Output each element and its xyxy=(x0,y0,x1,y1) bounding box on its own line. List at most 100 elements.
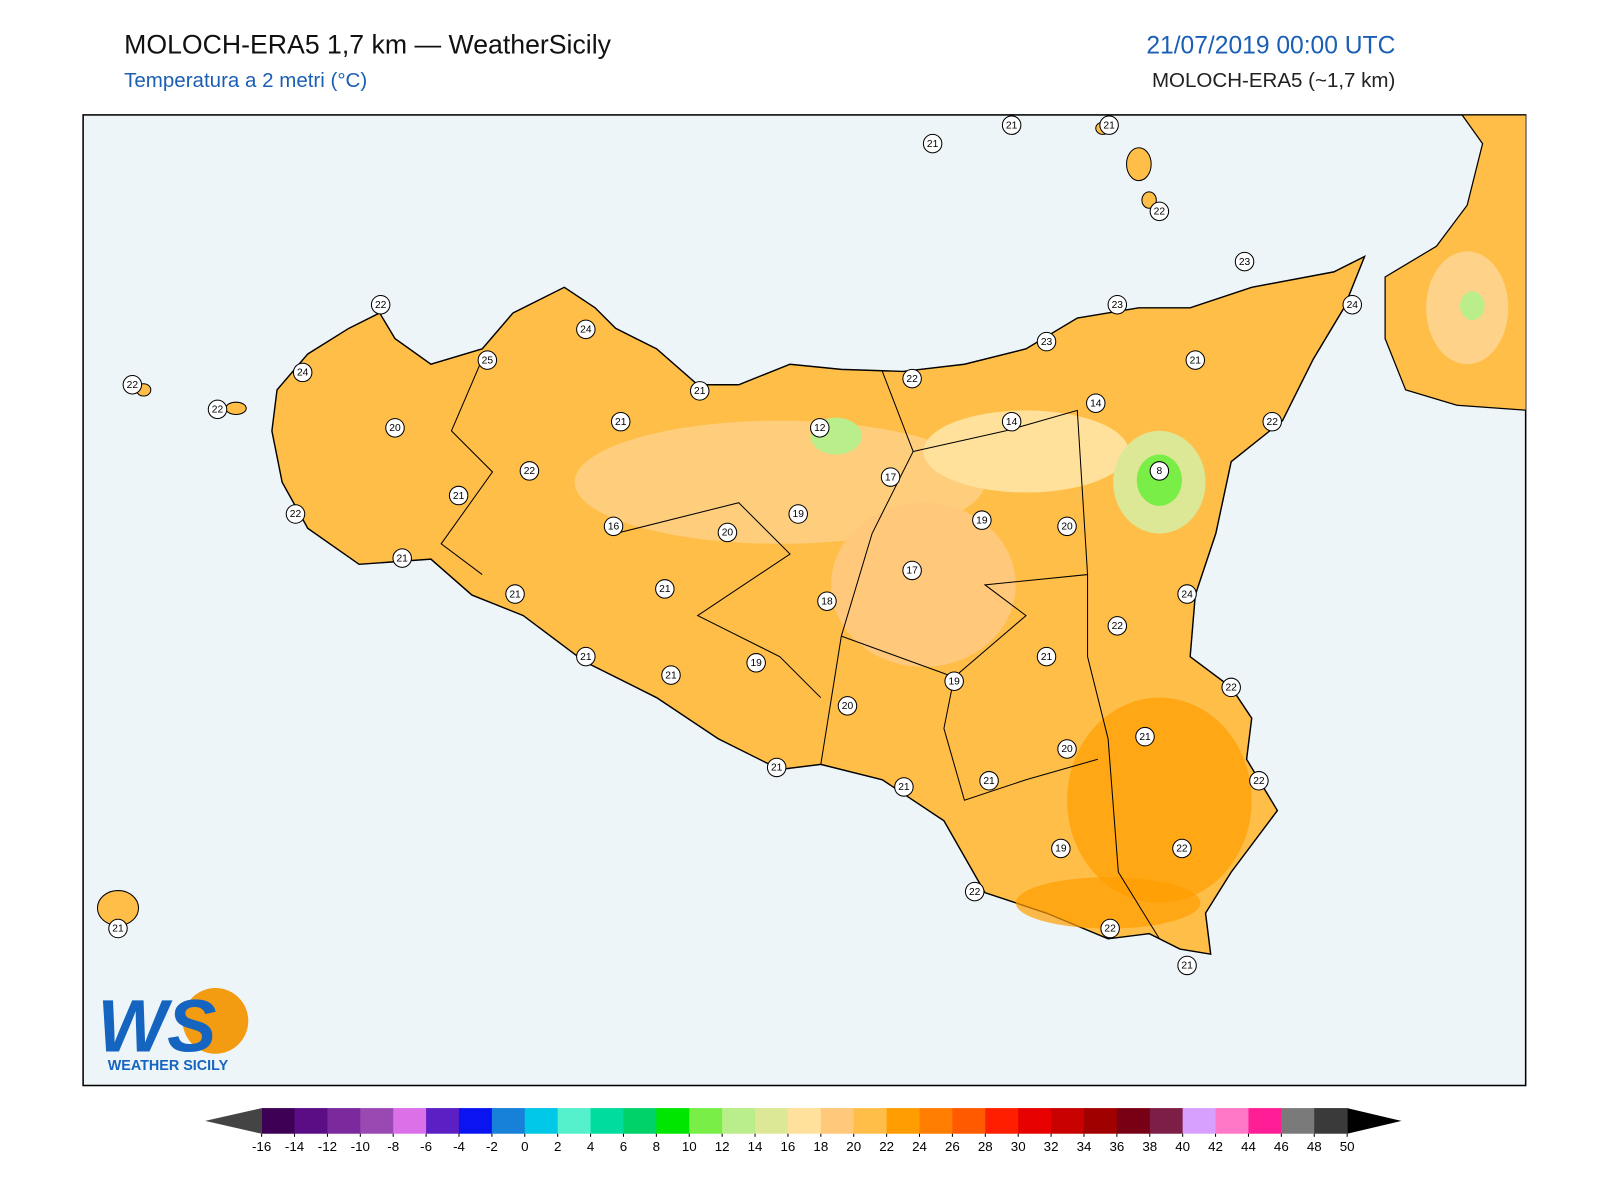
logo-sun xyxy=(182,988,249,1054)
station-marker xyxy=(603,516,624,537)
colorbar-segment xyxy=(426,1108,460,1134)
station-marker xyxy=(810,418,830,438)
colorbar-segment xyxy=(952,1108,986,1134)
station-marker xyxy=(285,504,306,524)
station-marker xyxy=(1036,646,1057,667)
colorbar-segment xyxy=(1083,1108,1118,1134)
colorbar-segment xyxy=(360,1108,394,1134)
station-value: 21 xyxy=(1181,961,1193,972)
colorbar-segment xyxy=(689,1108,723,1134)
station-value: 22 xyxy=(290,509,302,520)
province-border xyxy=(440,358,494,575)
station-value: 21 xyxy=(659,584,671,595)
colorbar-tick-label: 12 xyxy=(715,1139,730,1154)
station-value: 22 xyxy=(906,374,918,385)
station-value: 23 xyxy=(1041,337,1053,348)
colorbar-tick-label: 30 xyxy=(1011,1139,1026,1154)
station-value: 21 xyxy=(983,776,995,787)
station-value: 23 xyxy=(1239,257,1251,268)
station-marker xyxy=(788,504,808,524)
subtitle: Temperatura a 2 metri (°C) xyxy=(124,69,367,92)
colorbar-tick-label: 26 xyxy=(945,1139,960,1154)
colorbar-tick-label: 16 xyxy=(781,1139,796,1154)
colorbar-segment xyxy=(623,1108,657,1134)
station-value: 21 xyxy=(396,553,408,564)
colorbar-segment xyxy=(590,1108,624,1134)
station-marker xyxy=(122,375,143,395)
station-value: 22 xyxy=(1154,207,1166,218)
date: 21/07/2019 00:00 UTC xyxy=(1146,32,1395,59)
colorbar-tick-label: 34 xyxy=(1077,1139,1092,1154)
station-value: 21 xyxy=(112,924,124,935)
province-border xyxy=(820,371,914,765)
station-marker xyxy=(1057,516,1077,537)
stations: 21 21 21 22 23 24 23 23 21 14 14 22 8 22 21 12 17 19 20 17 2… xyxy=(108,115,1363,976)
station-value: 22 xyxy=(127,380,139,391)
station-value: 20 xyxy=(1061,744,1073,755)
station-marker xyxy=(837,696,858,716)
colorbar-segment xyxy=(787,1108,822,1134)
station-value: 22 xyxy=(1225,683,1237,694)
station-value: 20 xyxy=(722,528,734,539)
colorbar-tick-label: 0 xyxy=(521,1139,528,1154)
colorbar-tick-label: 48 xyxy=(1307,1139,1322,1154)
station-value: 21 xyxy=(1139,732,1151,743)
station-value: 22 xyxy=(212,405,224,416)
colorbar-tick-label: -8 xyxy=(387,1139,399,1154)
station-value: 21 xyxy=(927,139,939,150)
station-marker xyxy=(944,671,964,692)
station-marker xyxy=(477,350,498,370)
station-marker xyxy=(1262,411,1282,432)
colorbar-segment xyxy=(656,1108,690,1134)
station-marker xyxy=(1249,771,1269,791)
logo-text: WEATHER SICILY xyxy=(108,1058,229,1074)
station-marker xyxy=(292,362,313,383)
station-value: 20 xyxy=(842,701,854,712)
colorbar-tick-label: -12 xyxy=(318,1139,337,1154)
station-marker xyxy=(576,319,596,340)
station-marker xyxy=(1057,739,1077,759)
station-marker xyxy=(1177,584,1197,604)
colorbar-segment xyxy=(294,1108,328,1134)
colorbar-tick-label: -2 xyxy=(486,1139,498,1154)
station-value: 12 xyxy=(814,423,826,434)
station-value: 19 xyxy=(1055,844,1067,855)
station-marker xyxy=(448,485,469,506)
colorbar-tick-label: 2 xyxy=(554,1139,561,1154)
colorbar: -16 -14 -12 -10 -8 -6 -4 -2 0 2 4 6 8 10 12 14 16 18 20 22 2… xyxy=(205,1108,1402,1154)
colorbar-segment xyxy=(491,1108,526,1134)
station-value: 21 xyxy=(1190,355,1202,366)
station-value: 19 xyxy=(976,515,988,526)
colorbar-segment xyxy=(1116,1108,1151,1134)
colorbar-segment xyxy=(261,1108,296,1134)
province-border xyxy=(841,574,1088,678)
island xyxy=(1141,191,1157,209)
colorbar-segment xyxy=(820,1108,855,1134)
colorbar-tick-label: 42 xyxy=(1208,1139,1223,1154)
station-marker xyxy=(972,510,992,530)
station-value: 22 xyxy=(1176,844,1188,855)
station-value: 17 xyxy=(885,472,897,483)
colorbar-segment xyxy=(853,1108,888,1134)
map-group: MOLOCH-ERA5 1,7 km — WeatherSicily Tempe… xyxy=(82,29,1527,1154)
station-marker xyxy=(505,584,525,604)
colorbar-segment xyxy=(1215,1108,1249,1134)
station-marker xyxy=(689,381,710,401)
station-marker xyxy=(576,646,596,667)
colorbar-tick-label: 28 xyxy=(978,1139,993,1154)
station-value: 23 xyxy=(1112,300,1124,311)
station-value: 21 xyxy=(898,782,910,793)
station-value: 19 xyxy=(750,658,762,669)
colorbar-segment xyxy=(1149,1108,1184,1134)
colorbar-tick-label: 36 xyxy=(1109,1139,1124,1154)
colorbar-segment xyxy=(1182,1108,1217,1134)
province-border xyxy=(615,502,822,699)
station-value: 21 xyxy=(694,386,706,397)
nebrodi xyxy=(923,410,1129,493)
station-value: 22 xyxy=(1267,417,1279,428)
colorbar-tick-label: 14 xyxy=(748,1139,763,1154)
station-marker xyxy=(1234,251,1255,272)
colorbar-tick-label: -6 xyxy=(420,1139,432,1154)
station-marker xyxy=(1001,411,1022,432)
